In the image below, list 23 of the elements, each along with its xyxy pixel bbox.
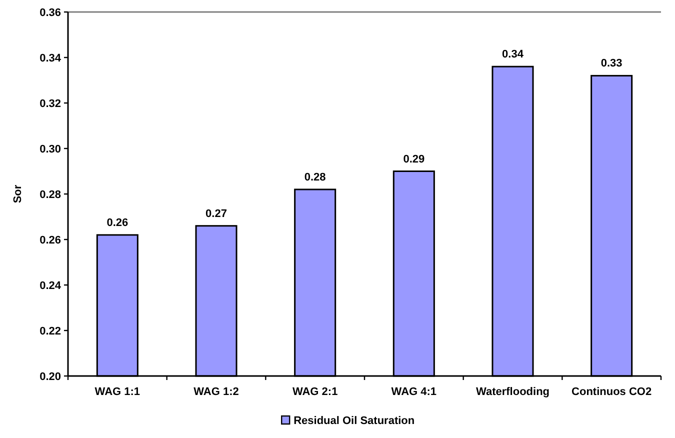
y-axis-title: Sor [12, 184, 24, 204]
x-tick-label: Continuos CO2 [572, 386, 652, 398]
y-tick-label: 0.20 [40, 370, 61, 383]
x-tick-label: WAG 2:1 [292, 386, 338, 398]
legend-label: Residual Oil Saturation [294, 415, 415, 427]
y-tick-label: 0.32 [40, 98, 61, 110]
data-label: 0.33 [600, 58, 622, 70]
y-tick-label: 0.30 [40, 143, 61, 156]
y-tick-label: 0.36 [40, 6, 61, 19]
data-label: 0.28 [304, 171, 326, 184]
y-tick-label: 0.24 [40, 280, 62, 292]
data-label: 0.29 [403, 153, 425, 166]
y-tick-label: 0.22 [40, 325, 61, 338]
y-tick-label: 0.26 [40, 234, 61, 246]
y-tick-label: 0.28 [40, 188, 61, 201]
data-label: 0.27 [206, 208, 227, 220]
data-label: 0.26 [106, 216, 128, 229]
data-label: 0.34 [502, 48, 524, 61]
x-tick-label: WAG 1:2 [194, 386, 239, 398]
y-tick-label: 0.34 [40, 52, 62, 64]
x-tick-label: WAG 1:1 [94, 386, 140, 398]
x-tick-label: Waterflooding [476, 386, 550, 398]
x-tick-label: WAG 4:1 [391, 386, 437, 398]
